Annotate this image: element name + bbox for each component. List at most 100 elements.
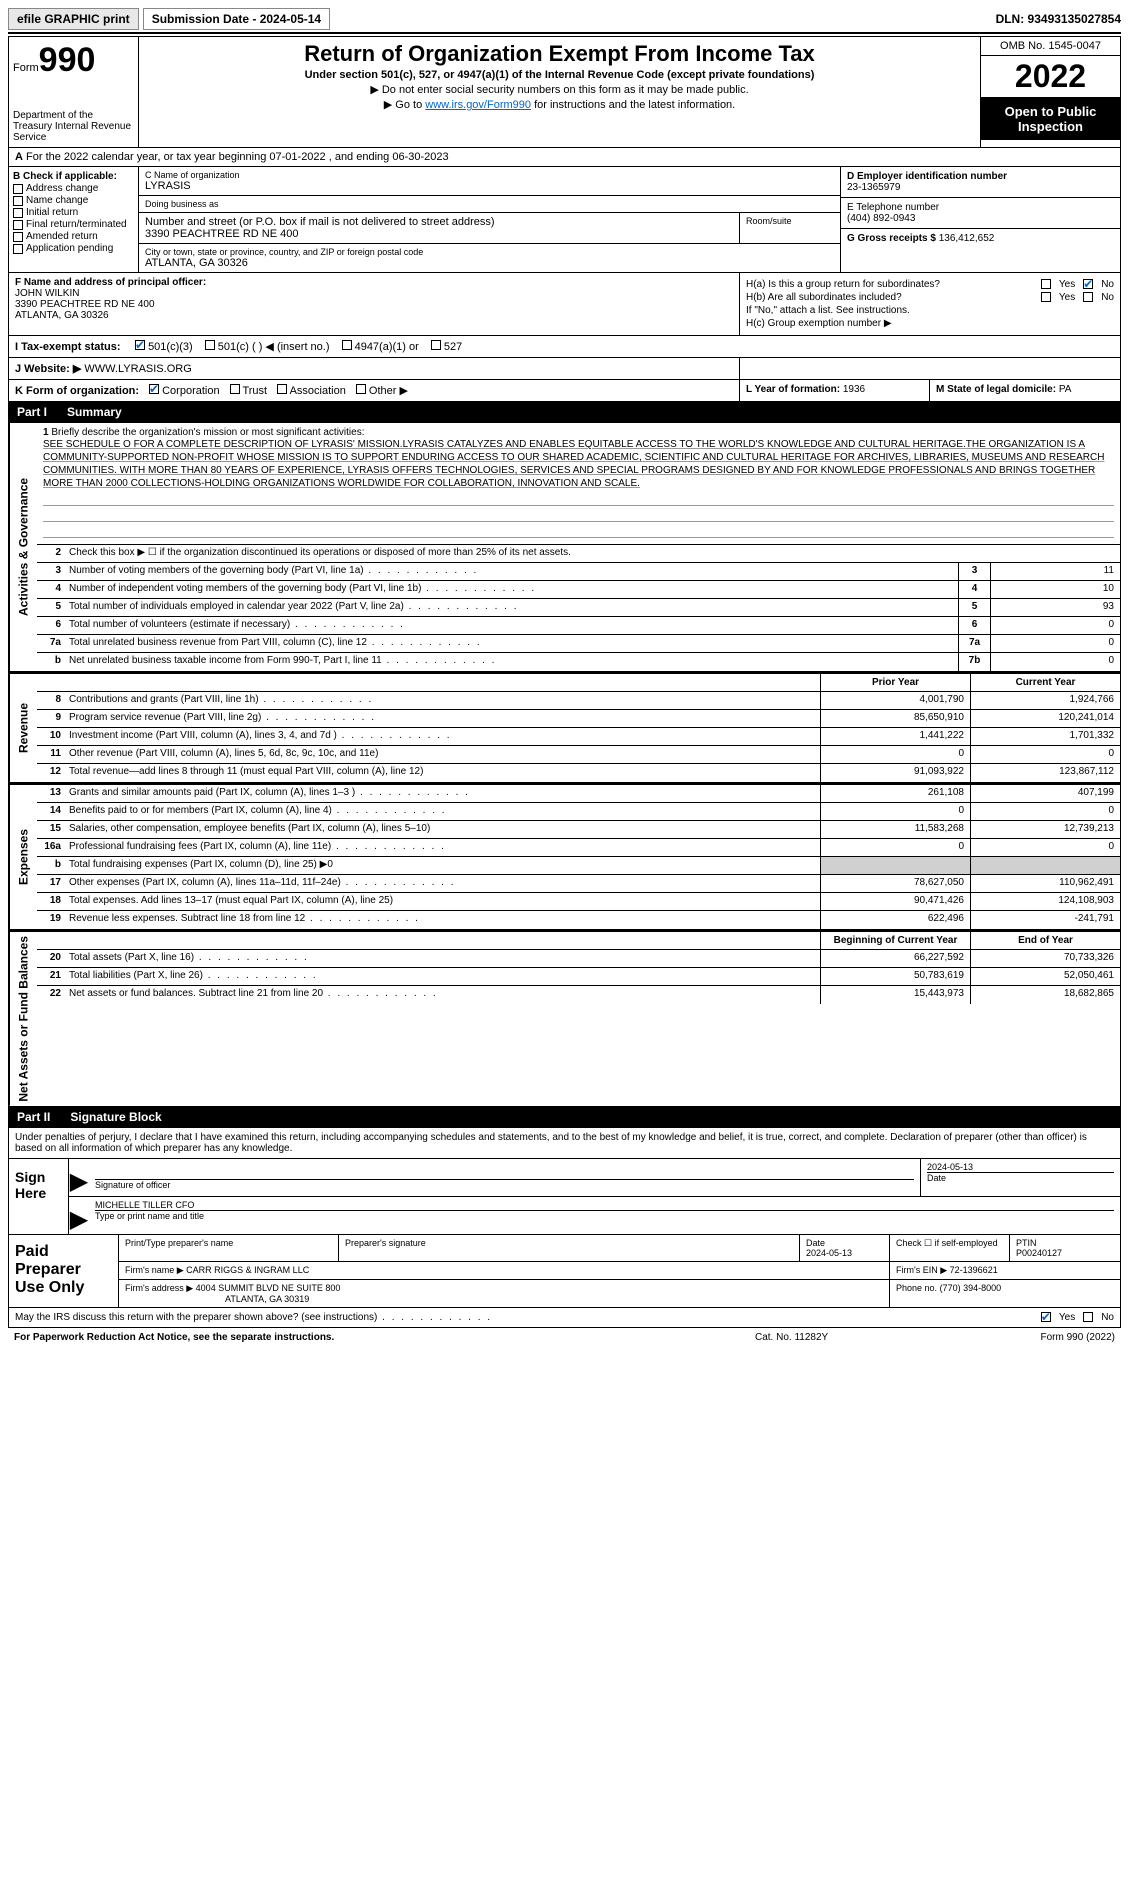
hb-yes[interactable] <box>1041 292 1051 302</box>
line-9-prior: 85,650,910 <box>820 710 970 727</box>
line-20-desc: Total assets (Part X, line 16) <box>65 950 820 967</box>
hb-no[interactable] <box>1083 292 1093 302</box>
vlabel-revenue: Revenue <box>9 674 37 782</box>
chk-4947[interactable] <box>342 340 352 350</box>
line-7a-desc: Total unrelated business revenue from Pa… <box>65 635 958 652</box>
irs-discuss-no[interactable] <box>1083 1312 1093 1322</box>
chk-association[interactable] <box>277 384 287 394</box>
firm-ein-value: 72-1396621 <box>950 1265 998 1275</box>
dln-label: DLN: 93493135027854 <box>996 12 1121 26</box>
prep-date-value: 2024-05-13 <box>806 1248 852 1258</box>
dept-label: Department of the Treasury Internal Reve… <box>13 110 134 143</box>
irs-link[interactable]: www.irs.gov/Form990 <box>425 99 531 111</box>
dba-label: Doing business as <box>145 199 834 209</box>
line-21-prior: 50,783,619 <box>820 968 970 985</box>
hb-label: H(b) Are all subordinates included? <box>746 292 1041 303</box>
open-public-label: Open to Public Inspection <box>981 98 1120 140</box>
line-8-curr: 1,924,766 <box>970 692 1120 709</box>
line-14-curr: 0 <box>970 803 1120 820</box>
ein-label: D Employer identification number <box>847 171 1114 182</box>
line-5-desc: Total number of individuals employed in … <box>65 599 958 616</box>
current-year-header: Current Year <box>970 674 1120 691</box>
line-9-desc: Program service revenue (Part VIII, line… <box>65 710 820 727</box>
officer-addr2: ATLANTA, GA 30326 <box>15 310 109 321</box>
line-6-val: 0 <box>990 617 1120 634</box>
hc-label: H(c) Group exemption number ▶ <box>746 318 892 329</box>
chk-application-pending[interactable] <box>13 244 23 254</box>
ha-label: H(a) Is this a group return for subordin… <box>746 279 1041 290</box>
sig-officer-label: Signature of officer <box>95 1180 170 1190</box>
chk-initial-return[interactable] <box>13 208 23 218</box>
line-10-prior: 1,441,222 <box>820 728 970 745</box>
firm-phone-label: Phone no. <box>896 1283 937 1293</box>
line-11-prior: 0 <box>820 746 970 763</box>
line-7b-desc: Net unrelated business taxable income fr… <box>65 653 958 671</box>
line-15-curr: 12,739,213 <box>970 821 1120 838</box>
chk-501c3[interactable] <box>135 340 145 350</box>
line-7b-val: 0 <box>990 653 1120 671</box>
part1-num: Part I <box>17 405 47 419</box>
chk-501c[interactable] <box>205 340 215 350</box>
line-17-curr: 110,962,491 <box>970 875 1120 892</box>
line-21-desc: Total liabilities (Part X, line 26) <box>65 968 820 985</box>
line-4-val: 10 <box>990 581 1120 598</box>
irs-discuss-text: May the IRS discuss this return with the… <box>15 1312 1041 1323</box>
state-domicile-value: PA <box>1059 384 1072 395</box>
mission-text: SEE SCHEDULE O FOR A COMPLETE DESCRIPTIO… <box>43 439 1104 489</box>
line-18-prior: 90,471,426 <box>820 893 970 910</box>
chk-final-return[interactable] <box>13 220 23 230</box>
line-12-prior: 91,093,922 <box>820 764 970 782</box>
gross-value: 136,412,652 <box>939 233 995 244</box>
line-19-curr: -241,791 <box>970 911 1120 929</box>
line-9-curr: 120,241,014 <box>970 710 1120 727</box>
gross-label: G Gross receipts $ <box>847 233 936 244</box>
line-19-desc: Revenue less expenses. Subtract line 18 … <box>65 911 820 929</box>
footer-paperwork: For Paperwork Reduction Act Notice, see … <box>14 1332 755 1343</box>
chk-name-change[interactable] <box>13 196 23 206</box>
footer-form: Form 990 (2022) <box>955 1332 1115 1343</box>
line-14-desc: Benefits paid to or for members (Part IX… <box>65 803 820 820</box>
arrow-icon: ▶ <box>69 1159 89 1196</box>
chk-other[interactable] <box>356 384 366 394</box>
prep-selfemp-label: Check ☐ if self-employed <box>890 1235 1010 1261</box>
paid-preparer-label: Paid Preparer Use Only <box>9 1235 119 1307</box>
city-value: ATLANTA, GA 30326 <box>145 257 834 269</box>
chk-trust[interactable] <box>230 384 240 394</box>
chk-corporation[interactable] <box>149 384 159 394</box>
line-22-curr: 18,682,865 <box>970 986 1120 1004</box>
efile-print-button[interactable]: efile GRAPHIC print <box>8 8 139 30</box>
line-18-desc: Total expenses. Add lines 13–17 (must eq… <box>65 893 820 910</box>
col-b-header: B Check if applicable: <box>13 171 134 182</box>
line-16a-desc: Professional fundraising fees (Part IX, … <box>65 839 820 856</box>
line-16a-prior: 0 <box>820 839 970 856</box>
sig-date-label: Date <box>927 1173 946 1183</box>
ha-no[interactable] <box>1083 279 1093 289</box>
chk-amended-return[interactable] <box>13 232 23 242</box>
line-16a-curr: 0 <box>970 839 1120 856</box>
mission-label: Briefly describe the organization's miss… <box>51 427 364 438</box>
website-label: J Website: ▶ <box>15 363 81 375</box>
line-19-prior: 622,496 <box>820 911 970 929</box>
street-label: Number and street (or P.O. box if mail i… <box>145 216 733 228</box>
line-17-prior: 78,627,050 <box>820 875 970 892</box>
prep-name-label: Print/Type preparer's name <box>119 1235 339 1261</box>
line-17-desc: Other expenses (Part IX, column (A), lin… <box>65 875 820 892</box>
line-12-curr: 123,867,112 <box>970 764 1120 782</box>
ha-yes[interactable] <box>1041 279 1051 289</box>
line-3-val: 11 <box>990 563 1120 580</box>
chk-address-change[interactable] <box>13 184 23 194</box>
chk-527[interactable] <box>431 340 441 350</box>
irs-discuss-yes[interactable] <box>1041 1312 1051 1322</box>
col-b-checkboxes: B Check if applicable: Address change Na… <box>9 167 139 272</box>
officer-name: JOHN WILKIN <box>15 288 79 299</box>
phone-value: (404) 892-0943 <box>847 213 1114 224</box>
line-11-curr: 0 <box>970 746 1120 763</box>
arrow-icon: ▶ <box>69 1197 89 1234</box>
city-label: City or town, state or province, country… <box>145 247 834 257</box>
line-10-desc: Investment income (Part VIII, column (A)… <box>65 728 820 745</box>
end-year-header: End of Year <box>970 932 1120 949</box>
form-org-label: K Form of organization: <box>15 385 139 397</box>
sig-date-value: 2024-05-13 <box>927 1162 1114 1173</box>
website-value: WWW.LYRASIS.ORG <box>84 363 191 375</box>
line-6-desc: Total number of volunteers (estimate if … <box>65 617 958 634</box>
